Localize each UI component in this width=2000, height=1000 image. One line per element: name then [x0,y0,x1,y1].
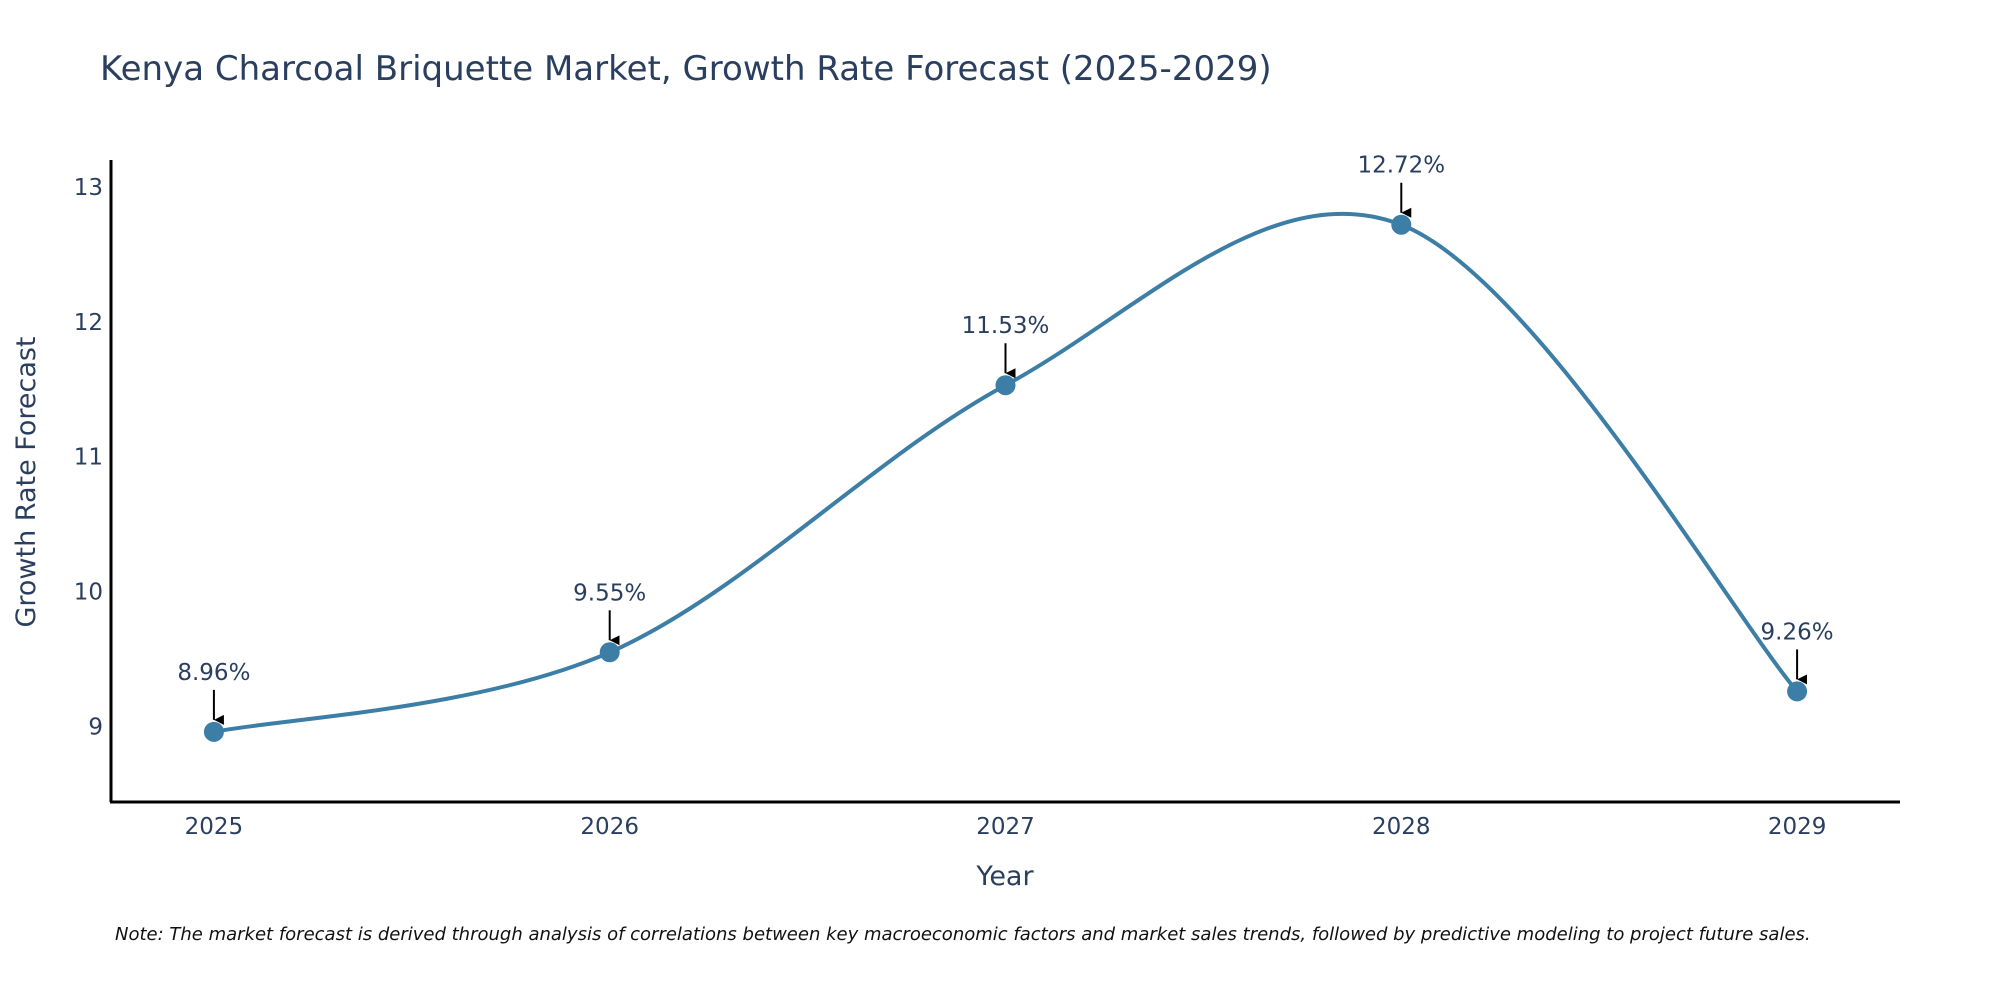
data-label-2029: 9.26% [1761,619,1834,645]
data-point-2029 [1787,681,1808,702]
y-tick-label: 13 [74,175,103,201]
x-tick-label: 2026 [580,814,639,840]
x-axis-title: Year [975,861,1034,892]
footnote: Note: The market forecast is derived thr… [115,924,1811,945]
data-label-2026: 9.55% [573,580,646,606]
data-point-2027 [995,375,1016,396]
y-tick-label: 9 [88,714,103,740]
data-point-2026 [599,642,620,663]
y-tick-label: 10 [74,580,103,606]
plot-area: 9 10 11 12 13 2025 2026 2027 2028 2029 8.96% 9.55% 1… [74,153,1834,840]
x-tick-label: 2028 [1372,814,1431,840]
data-point-2028 [1391,214,1412,235]
y-axis-title: Growth Rate Forecast [11,336,42,627]
data-point-2025 [203,721,224,742]
data-label-2028: 12.72% [1357,153,1445,179]
y-tick-label: 11 [74,445,103,471]
data-label-2027: 11.53% [962,313,1050,339]
chart-title: Kenya Charcoal Briquette Market, Growth … [100,49,1272,89]
x-tick-label: 2025 [185,814,244,840]
series-line [213,211,1799,734]
data-label-2025: 8.96% [177,660,250,686]
x-tick-label: 2029 [1768,814,1827,840]
x-tick-label: 2027 [976,814,1035,840]
y-tick-label: 12 [74,310,103,336]
